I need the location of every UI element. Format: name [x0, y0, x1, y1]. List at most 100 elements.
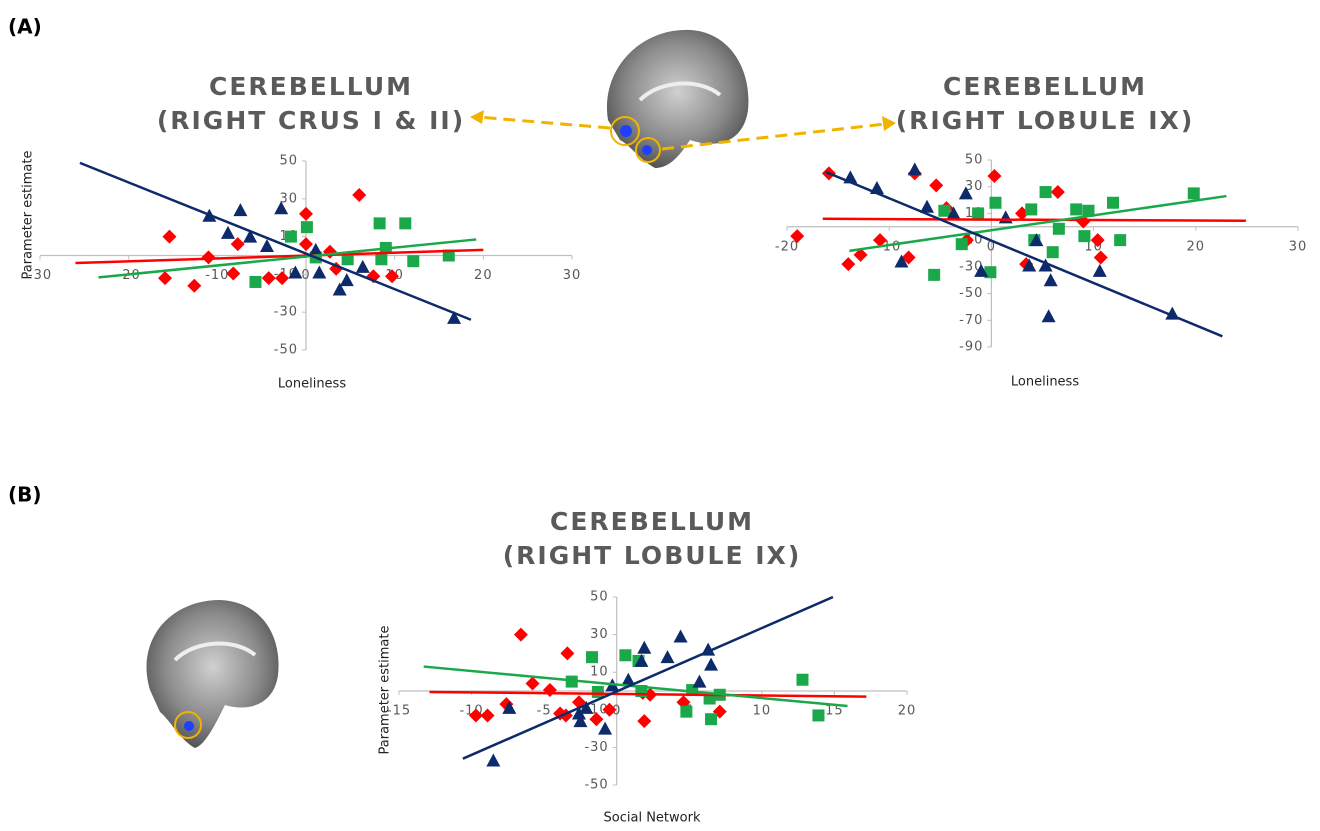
triangle-point: [661, 650, 675, 663]
square-point: [956, 238, 968, 250]
square-point: [989, 197, 1001, 209]
triangle-point: [704, 658, 718, 671]
square-point: [705, 713, 717, 725]
diamond-point: [543, 683, 557, 697]
y-tick-label: -70: [959, 313, 983, 328]
chart-title: CEREBELLUM: [943, 72, 1147, 101]
y-tick-label: 50: [965, 153, 984, 168]
square-point: [592, 686, 604, 698]
x-tick-label: -10: [205, 268, 229, 283]
y-tick-label: 10: [590, 665, 609, 680]
square-point: [1047, 246, 1059, 258]
triangle-point: [637, 641, 651, 654]
square-point: [285, 231, 297, 243]
chart-subtitle: (RIGHT CRUS I & II): [157, 106, 465, 135]
square-point: [1053, 223, 1065, 235]
y-tick-label: 50: [590, 590, 609, 605]
x-axis-label: Social Network: [604, 811, 701, 826]
diamond-point: [299, 237, 313, 251]
square-point: [812, 709, 824, 721]
chart-subtitle: (RIGHT LOBULE IX): [503, 541, 802, 570]
y-tick-label: -30: [274, 305, 298, 320]
x-tick-label: 30: [563, 268, 582, 283]
square-point: [375, 253, 387, 265]
triangle-point: [999, 210, 1013, 223]
square-point: [680, 706, 692, 718]
triangle-point: [312, 266, 326, 279]
triangle-point: [486, 754, 500, 767]
square-point: [374, 217, 386, 229]
diamond-point: [162, 230, 176, 244]
square-point: [249, 276, 261, 288]
diamond-point: [187, 279, 201, 293]
chart-title: CEREBELLUM: [209, 72, 413, 101]
trend-line: [80, 163, 471, 320]
square-point: [928, 269, 940, 281]
diamond-point: [323, 245, 337, 259]
y-tick-label: -90: [959, 340, 983, 355]
brain-image: [470, 30, 896, 168]
y-tick-label: -30: [584, 740, 608, 755]
square-point: [938, 205, 950, 217]
square-point: [1025, 203, 1037, 215]
square-point: [1078, 230, 1090, 242]
triangle-point: [674, 629, 688, 642]
diamond-point: [231, 237, 245, 251]
diamond-point: [299, 207, 313, 221]
square-point: [407, 255, 419, 267]
x-axis-label: Loneliness: [1011, 375, 1079, 390]
x-tick-label: 20: [898, 704, 917, 719]
diamond-point: [1051, 185, 1065, 199]
square-point: [619, 649, 631, 661]
triangle-point: [356, 260, 370, 273]
y-tick-label: 50: [279, 154, 298, 169]
x-tick-label: 10: [753, 704, 772, 719]
trend-line: [424, 667, 848, 706]
y-tick-label: -50: [959, 286, 983, 301]
diamond-point: [158, 271, 172, 285]
y-axis-label: Parameter estimate: [21, 151, 36, 280]
diamond-point: [352, 188, 366, 202]
diamond-point: [841, 257, 855, 271]
y-tick-label: -50: [584, 778, 608, 793]
diamond-point: [514, 628, 528, 642]
triangle-point: [598, 722, 612, 735]
panel-label: (A): [8, 15, 42, 39]
x-tick-label: 20: [1187, 239, 1206, 254]
square-point: [1070, 203, 1082, 215]
x-tick-label: -5: [537, 704, 552, 719]
square-point: [796, 674, 808, 686]
chart-title: CEREBELLUM: [550, 507, 754, 536]
triangle-point: [340, 273, 354, 286]
diamond-point: [560, 646, 574, 660]
triangle-point: [1093, 264, 1107, 277]
diamond-point: [929, 178, 943, 192]
triangle-point: [221, 226, 235, 239]
diamond-point: [526, 676, 540, 690]
x-axis-label: Loneliness: [278, 377, 346, 392]
y-tick-label: -50: [274, 343, 298, 358]
trend-line: [823, 219, 1246, 221]
trend-line: [463, 597, 833, 759]
x-tick-label: 20: [474, 268, 493, 283]
square-point: [972, 207, 984, 219]
triangle-point: [1042, 309, 1056, 322]
y-tick-label: 30: [590, 627, 609, 642]
square-point: [1114, 234, 1126, 246]
square-point: [1188, 187, 1200, 199]
square-point: [586, 651, 598, 663]
triangle-point: [233, 203, 247, 216]
brain-image: [146, 600, 278, 748]
figure: (A) (B) CEREBELLUM (RIGHT CRUS I & II) -30…: [0, 0, 1320, 827]
triangle-point: [692, 675, 706, 688]
trend-line: [75, 250, 483, 263]
square-point: [301, 221, 313, 233]
chart-subtitle: (RIGHT LOBULE IX): [896, 106, 1195, 135]
triangle-point: [1044, 273, 1058, 286]
square-point: [399, 217, 411, 229]
diamond-point: [637, 714, 651, 728]
y-axis-label: Parameter estimate: [378, 626, 393, 755]
panel-label: (B): [8, 483, 42, 507]
diamond-point: [987, 169, 1001, 183]
x-tick-label: 0: [301, 268, 310, 283]
